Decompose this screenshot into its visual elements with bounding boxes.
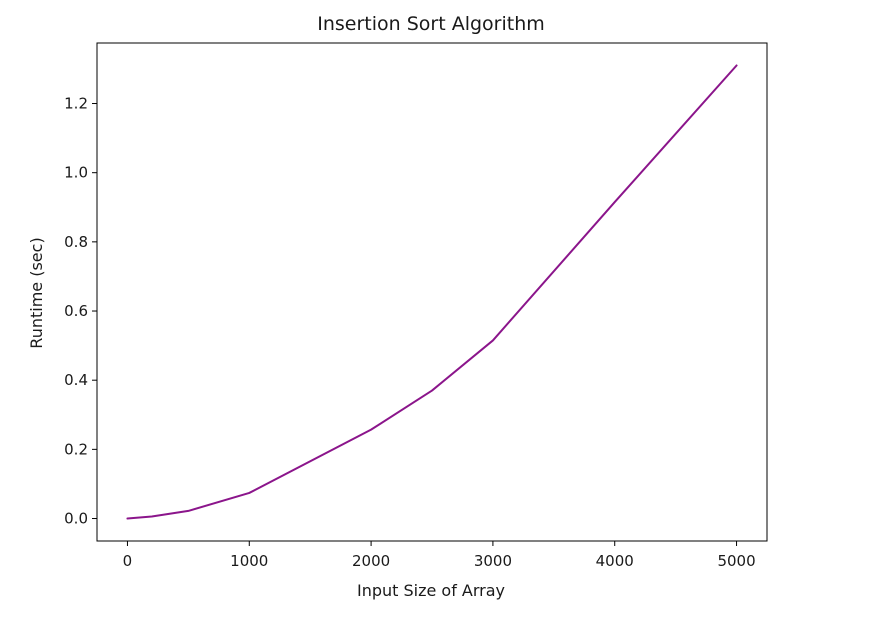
x-axis: 0 1000 2000 3000 4000 5000 [123,541,756,570]
series-line [126,64,738,520]
plot-frame [96,42,768,542]
x-tick-label: 0 [123,552,133,570]
x-axis-title: Input Size of Array [357,581,505,600]
y-tick-label: 1.2 [64,95,88,113]
y-axis: 0.0 0.2 0.4 0.6 0.8 1.0 1.2 [64,95,97,528]
x-tick-label: 2000 [352,552,390,570]
x-tick-label: 3000 [474,552,512,570]
y-tick-label: 1.0 [64,164,88,182]
y-tick-label: 0.4 [64,371,88,389]
x-tick-label: 5000 [717,552,755,570]
plot-area [96,42,768,542]
series-layer [126,64,738,520]
y-axis-title: Runtime (sec) [27,237,46,348]
x-tick-label: 4000 [596,552,634,570]
y-tick-label: 0.8 [64,233,88,251]
chart-title: Insertion Sort Algorithm [317,13,545,35]
y-tick-label: 0.2 [64,440,88,458]
x-tick-label: 1000 [230,552,268,570]
y-tick-label: 0.0 [64,510,88,528]
y-tick-label: 0.6 [64,302,88,320]
